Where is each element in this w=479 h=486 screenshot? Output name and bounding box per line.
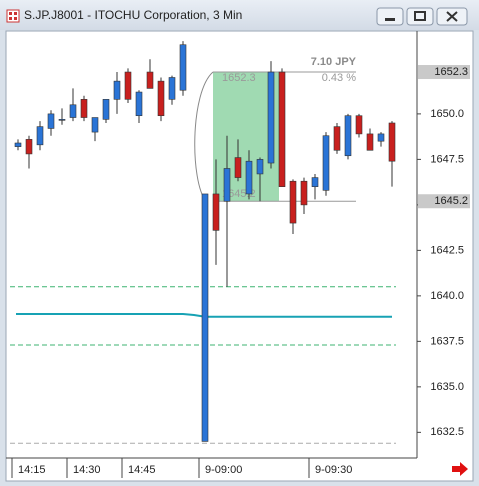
measure-arc [194,71,214,202]
candle-body [333,126,341,151]
candle-body [256,159,264,175]
candle-body [124,71,132,100]
candle-body [157,80,165,117]
x-tick-label: 9-09:00 [205,464,242,476]
candle-body [69,104,77,118]
candle-body [245,160,253,195]
candle-body [311,177,319,187]
candle-body [388,122,396,162]
candle-body [47,113,55,129]
y-tick-label: 1637.5 [430,335,464,347]
candle-body [91,117,99,133]
price-marker-label: 1645.2 [434,195,468,207]
x-tick-label: 14:15 [18,464,46,476]
candle-body [267,71,275,164]
candle-body [344,115,352,157]
candle-body [146,71,154,89]
candle-body [201,193,209,442]
y-tick-label: 1647.5 [430,153,464,165]
candle-body [278,71,286,187]
price-marker [418,65,470,80]
candle-body [322,135,330,191]
x-tick-label: 9-09:30 [315,464,352,476]
candle-body [212,193,220,231]
scroll-arrow[interactable] [452,462,468,476]
measure-change: 7.10 JPY [311,56,357,68]
candle-body [113,80,121,100]
candle-body [25,139,33,155]
candle-body [36,126,44,146]
candle-body [102,99,110,120]
x-tick-label: 14:30 [73,464,101,476]
maximize-button[interactable] [406,7,434,26]
close-button[interactable] [436,7,468,26]
minimize-button[interactable] [376,7,404,26]
y-tick-label: 1632.5 [430,426,464,438]
candle-body [234,157,242,178]
candle-body [223,168,231,202]
candle-body [135,91,143,117]
measure-percent: 0.43 % [322,72,356,84]
window-title: S.JP.J8001 - ITOCHU Corporation, 3 Min [24,8,242,22]
price-marker [418,194,470,209]
y-tick-label: 1635.0 [430,381,464,393]
candle-body [58,119,66,121]
candle-body [366,133,374,151]
y-tick-label: 1642.5 [430,244,464,256]
price-marker-label: 1652.3 [434,66,468,78]
candle-body [355,115,363,135]
app-icon [6,9,20,23]
candle-body [300,180,308,206]
candle-body [289,180,297,224]
candle-body [377,133,385,142]
candle-body [80,99,88,118]
candle-body [14,142,22,147]
measure-high-label: 1652.3 [222,72,256,84]
candle-body [168,77,176,100]
candle-body [179,44,187,91]
y-tick-label: 1650.0 [430,108,464,120]
x-tick-label: 14:45 [128,464,156,476]
plot: 1632.51635.01637.51640.01642.51645.01647… [10,41,470,478]
y-tick-label: 1640.0 [430,290,464,302]
